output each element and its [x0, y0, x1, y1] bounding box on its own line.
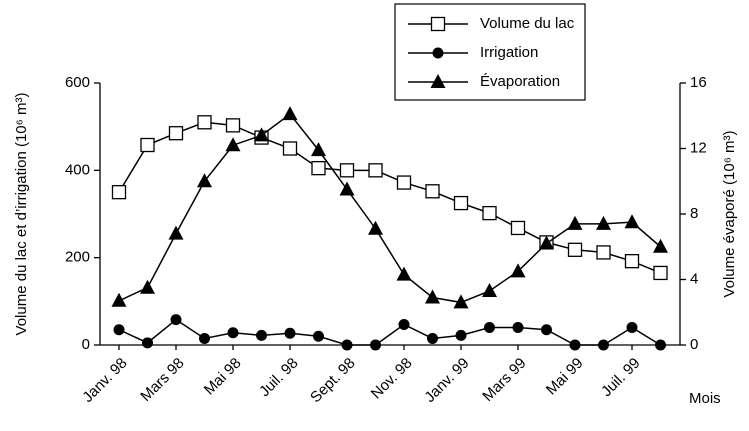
marker-circle [598, 339, 609, 351]
marker-circle [113, 324, 125, 336]
x-tick-label: Mai 98 [201, 355, 245, 399]
marker-square [624, 254, 640, 269]
marker-triangle [510, 263, 526, 278]
marker-circle [199, 332, 210, 344]
y-axis-label: Volume du lac et d’irrigation (10⁶ m³) [13, 93, 30, 336]
marker-square [368, 163, 383, 178]
marker-circle [569, 339, 581, 351]
marker-square [282, 141, 298, 156]
marker-circle [398, 318, 410, 330]
marker-square [567, 242, 583, 257]
marker-circle [370, 339, 381, 351]
marker-triangle [425, 289, 440, 304]
x-tick-label: Sept. 98 [307, 355, 359, 407]
marker-triangle [368, 220, 383, 235]
marker-triangle [225, 137, 241, 152]
legend-box [394, 3, 586, 101]
marker-triangle [482, 282, 497, 297]
marker-circle [427, 332, 438, 344]
marker-circle [341, 339, 353, 351]
marker-triangle [539, 235, 554, 250]
marker-triangle [430, 74, 446, 88]
marker-square [430, 16, 446, 32]
x-tick-label: Janv. 99 [421, 355, 472, 406]
y-tick-label: 0 [82, 336, 90, 353]
marker-circle [541, 324, 552, 336]
y2-tick-label: 0 [690, 336, 698, 353]
marker-square [311, 160, 326, 176]
y-tick-label: 400 [65, 161, 90, 178]
legend-label: Irrigation [480, 44, 538, 61]
marker-triangle [624, 214, 640, 229]
marker-circle [256, 329, 267, 341]
y2-tick-label: 12 [690, 139, 707, 156]
legend-label: Évaporation [480, 73, 560, 90]
marker-square [596, 245, 611, 260]
marker-triangle [339, 181, 355, 196]
y-tick-label: 200 [65, 249, 90, 266]
marker-circle [655, 339, 666, 351]
y2-axis-label: Volume évaporé (10⁶ m³) [721, 130, 738, 297]
marker-circle [484, 322, 495, 334]
marker-circle [432, 47, 444, 59]
marker-square [453, 195, 469, 211]
y2-tick-label: 8 [690, 205, 698, 222]
marker-triangle [140, 279, 155, 294]
marker-triangle [653, 238, 668, 253]
marker-circle [626, 322, 638, 334]
x-tick-label: Juil. 99 [598, 355, 644, 401]
marker-triangle [168, 225, 184, 240]
marker-square [140, 137, 155, 153]
marker-square [225, 118, 241, 133]
marker-circle [142, 337, 153, 349]
marker-triangle [111, 292, 127, 307]
marker-triangle [197, 173, 212, 188]
marker-circle [313, 330, 324, 342]
x-tick-label: Janv. 98 [79, 355, 130, 406]
x-tick-label: Mars 99 [479, 355, 529, 405]
marker-circle [512, 322, 524, 334]
marker-square [510, 220, 526, 236]
marker-circle [170, 314, 182, 326]
marker-triangle [254, 127, 269, 142]
marker-triangle [396, 266, 412, 281]
marker-square [168, 126, 184, 141]
x-axis-label: Mois [689, 390, 721, 407]
marker-triangle [596, 215, 611, 230]
marker-circle [455, 329, 467, 341]
marker-circle [284, 327, 296, 339]
y2-tick-label: 4 [690, 270, 698, 287]
marker-square [339, 163, 355, 178]
marker-square [197, 115, 212, 130]
marker-square [425, 184, 440, 199]
marker-square [111, 185, 127, 200]
y2-tick-label: 16 [690, 74, 707, 91]
x-tick-label: Mai 99 [543, 355, 587, 399]
marker-circle [227, 327, 239, 339]
series-line [118, 113, 661, 304]
x-tick-label: Mars 98 [137, 355, 187, 405]
marker-triangle [453, 294, 469, 309]
marker-triangle [311, 142, 326, 157]
y-tick-label: 600 [65, 74, 90, 91]
marker-square [396, 175, 412, 190]
marker-triangle [567, 215, 583, 230]
x-tick-label: Juil. 98 [256, 355, 302, 401]
x-tick-label: Nov. 98 [368, 355, 416, 403]
marker-triangle [282, 106, 298, 121]
legend-label: Volume du lac [480, 15, 575, 32]
marker-square [653, 265, 668, 281]
marker-square [482, 205, 497, 221]
